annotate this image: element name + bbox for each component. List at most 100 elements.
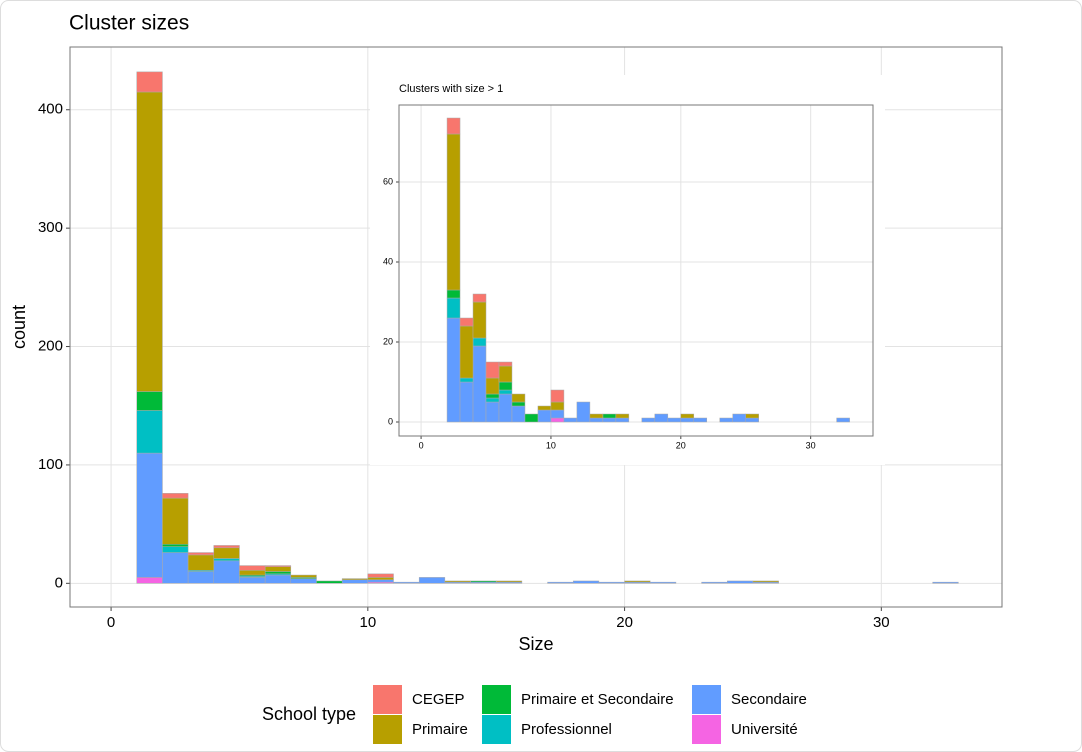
legend-swatch <box>692 715 721 744</box>
bar <box>550 401 565 411</box>
bar <box>727 580 754 584</box>
x-axis-title: Size <box>518 634 553 654</box>
x-tick-label: 10 <box>359 614 376 631</box>
bar <box>547 581 574 584</box>
bar <box>341 578 369 581</box>
legend-label: Primaire <box>412 721 468 738</box>
bar <box>290 574 317 578</box>
legend-label: Primaire et Secondaire <box>521 691 674 708</box>
bar <box>367 579 394 583</box>
bar <box>498 381 513 391</box>
bar <box>485 397 500 403</box>
bar <box>239 565 266 571</box>
bar <box>213 545 240 549</box>
x-tick-label: 10 <box>546 441 556 451</box>
bar <box>470 580 497 583</box>
bar <box>213 560 240 584</box>
bar <box>264 565 292 567</box>
bar <box>239 577 266 584</box>
bar <box>136 71 163 93</box>
bar <box>511 401 526 407</box>
bar <box>162 493 189 499</box>
bar <box>589 413 604 419</box>
bar <box>485 401 500 423</box>
bar <box>719 417 733 423</box>
legend-swatch <box>482 715 511 744</box>
bar <box>641 417 656 423</box>
bar <box>602 413 617 419</box>
bar <box>341 579 369 584</box>
bar <box>459 377 474 383</box>
bar <box>680 413 695 419</box>
bar <box>316 580 343 584</box>
legend-title: School type <box>262 704 356 724</box>
bar <box>693 417 708 423</box>
bar <box>602 417 617 423</box>
x-tick-label: 30 <box>806 441 816 451</box>
bar <box>418 577 446 584</box>
y-tick-label: 300 <box>38 219 63 236</box>
bar <box>654 413 669 423</box>
bar <box>745 413 759 419</box>
bar <box>367 577 394 581</box>
bar <box>537 405 552 411</box>
bar <box>563 417 578 423</box>
y-tick-label: 0 <box>55 574 63 591</box>
bar <box>239 570 266 576</box>
inset-title: Clusters with size > 1 <box>399 83 503 95</box>
bar <box>446 317 461 423</box>
panel-border <box>69 46 1003 608</box>
bar <box>680 417 695 423</box>
y-tick-label: 40 <box>383 256 393 266</box>
bar <box>472 293 487 303</box>
bar <box>485 361 500 379</box>
bar <box>393 581 420 584</box>
bar <box>511 405 526 423</box>
bar <box>537 409 552 423</box>
y-tick-label: 0 <box>388 416 393 426</box>
bar <box>498 361 513 367</box>
bar <box>745 417 759 423</box>
bar <box>667 417 682 423</box>
legend-swatch <box>482 685 511 714</box>
bar <box>136 410 163 454</box>
chart-title: Cluster sizes <box>69 12 189 35</box>
bar <box>932 581 959 584</box>
bar <box>485 377 500 395</box>
bar <box>498 365 513 383</box>
bar <box>615 413 630 419</box>
y-axis-title: count <box>9 305 29 349</box>
bar <box>550 389 565 403</box>
bar <box>136 452 163 578</box>
bar <box>136 391 163 411</box>
bar <box>136 577 163 584</box>
bar <box>576 401 591 423</box>
bar <box>472 301 487 339</box>
x-tick-label: 20 <box>676 441 686 451</box>
bar <box>701 581 728 584</box>
legend-label: Professionnel <box>521 721 612 738</box>
bar <box>264 566 292 572</box>
bar <box>572 580 600 584</box>
legend-swatch <box>692 685 721 714</box>
bar <box>187 552 215 556</box>
bar <box>485 393 500 399</box>
y-tick-label: 20 <box>383 336 393 346</box>
legend-label: Université <box>731 721 798 738</box>
bar <box>495 580 523 583</box>
bar <box>213 558 240 562</box>
bar <box>511 393 526 403</box>
x-tick-label: 0 <box>107 614 115 631</box>
bar <box>162 552 189 584</box>
y-tick-label: 200 <box>38 338 63 355</box>
y-tick-label: 400 <box>38 101 63 118</box>
bar <box>459 381 474 423</box>
legend-swatch <box>373 715 402 744</box>
bar <box>446 133 461 291</box>
bar <box>498 393 513 423</box>
bar <box>598 581 625 584</box>
bar <box>444 580 471 583</box>
bar <box>264 574 292 584</box>
